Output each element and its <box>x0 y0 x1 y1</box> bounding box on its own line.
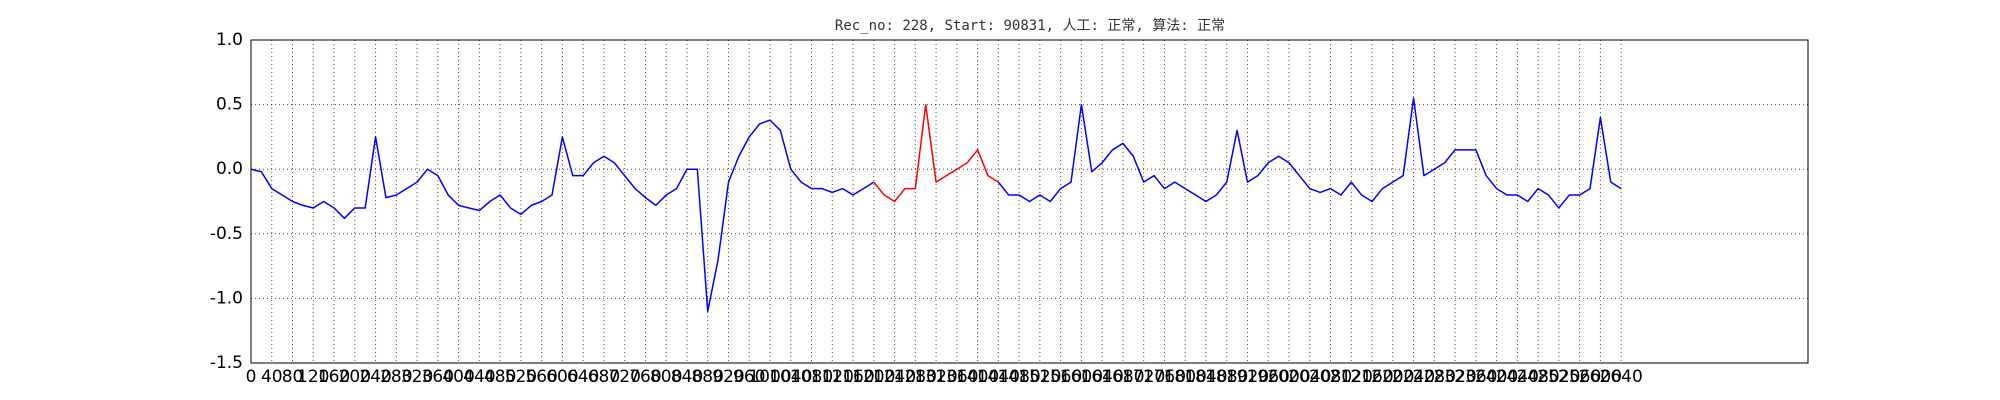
x-tick-label: 1760 <box>1143 367 1186 387</box>
x-tick-label: 1520 <box>1018 367 1061 387</box>
x-tick-label: 1000 <box>748 367 791 387</box>
x-tick-label: 2560 <box>1558 367 1601 387</box>
y-tick-label: -0.5 <box>210 224 243 244</box>
x-tick-label: 1440 <box>977 367 1020 387</box>
x-tick-label: 2040 <box>1288 367 1331 387</box>
x-tick-label: 480 <box>484 367 516 387</box>
x-tick-label: 1560 <box>1039 367 1082 387</box>
x-tick-label: 1400 <box>956 367 999 387</box>
x-tick-label: 680 <box>588 367 620 387</box>
x-tick-label: 1360 <box>935 367 978 387</box>
x-tick-label: 720 <box>608 367 640 387</box>
x-tick-label: 1240 <box>873 367 916 387</box>
lines <box>250 97 1622 313</box>
x-tick-label: 880 <box>691 367 723 387</box>
x-tick-label: 360 <box>422 367 454 387</box>
x-tick-label: 2120 <box>1330 367 1373 387</box>
series-line <box>873 103 999 203</box>
x-tick-label: 800 <box>650 367 682 387</box>
x-tick-label: 0 <box>246 367 257 387</box>
x-tick-label: 600 <box>546 367 578 387</box>
plot-frame <box>250 39 1809 364</box>
x-tick-label: 1840 <box>1184 367 1227 387</box>
x-tick-label: 960 <box>733 367 765 387</box>
x-tick-label: 1320 <box>914 367 957 387</box>
x-tick-label: 1640 <box>1081 367 1124 387</box>
x-tick-label: 560 <box>525 367 557 387</box>
x-tick-label: 1880 <box>1205 367 1248 387</box>
x-tick-label: 1040 <box>769 367 812 387</box>
x-tick-label: 1600 <box>1060 367 1103 387</box>
x-tick-label: 40 <box>261 367 283 387</box>
x-tick-label: 1120 <box>811 367 854 387</box>
series-line <box>250 119 875 313</box>
y-tick-label: -1.0 <box>210 288 243 308</box>
chart-title: Rec_no: 228, Start: 90831, 人工: 正常, 算法: 正… <box>835 18 1225 34</box>
x-tick-label: 1480 <box>997 367 1040 387</box>
x-tick-label: 120 <box>297 367 329 387</box>
x-tick-label: 2600 <box>1579 367 1622 387</box>
x-tick-label: 1200 <box>852 367 895 387</box>
x-tick-label: 1800 <box>1164 367 1207 387</box>
x-tick-label: 280 <box>380 367 412 387</box>
x-tick-label: 240 <box>359 367 391 387</box>
x-tick-label: 2480 <box>1516 367 1559 387</box>
series-line <box>997 97 1622 209</box>
x-tick-label: 1160 <box>831 367 874 387</box>
x-tick-label: 320 <box>401 367 433 387</box>
x-tick-label: 1080 <box>790 367 833 387</box>
x-tick-label: 2440 <box>1496 367 1539 387</box>
y-tick-label: 0.0 <box>216 159 243 179</box>
x-tick-label: 520 <box>505 367 537 387</box>
x-tick-label: 200 <box>339 367 371 387</box>
x-tick-label: 2200 <box>1371 367 1414 387</box>
x-tick-label: 920 <box>712 367 744 387</box>
x-tick-label: 440 <box>463 367 495 387</box>
x-tick-label: 80 <box>282 367 304 387</box>
x-tick-label: 1920 <box>1226 367 1269 387</box>
x-tick-label: 760 <box>629 367 661 387</box>
x-tick-label: 2320 <box>1433 367 1476 387</box>
y-tick-label: 0.5 <box>216 95 243 115</box>
x-tick-label: 2080 <box>1309 367 1352 387</box>
x-tick-label: 2640 <box>1600 367 1643 387</box>
x-tick-label: 2520 <box>1537 367 1580 387</box>
x-tick-label: 1680 <box>1101 367 1144 387</box>
x-tick-label: 2000 <box>1267 367 1310 387</box>
y-tick-label: -1.5 <box>210 353 243 373</box>
x-tick-label: 160 <box>318 367 350 387</box>
x-tick-label: 2360 <box>1454 367 1497 387</box>
x-tick-label: 640 <box>567 367 599 387</box>
x-tick-label: 2400 <box>1475 367 1518 387</box>
x-tick-label: 840 <box>671 367 703 387</box>
x-tick-label: 1720 <box>1122 367 1165 387</box>
x-tick-label: 2280 <box>1413 367 1456 387</box>
x-tick-label: 400 <box>442 367 474 387</box>
x-tick-label: 2240 <box>1392 367 1435 387</box>
x-tick-label: 2160 <box>1350 367 1393 387</box>
x-tick-label: 1960 <box>1247 367 1290 387</box>
y-tick-label: 1.0 <box>216 30 243 50</box>
x-tick-label: 1280 <box>894 367 937 387</box>
